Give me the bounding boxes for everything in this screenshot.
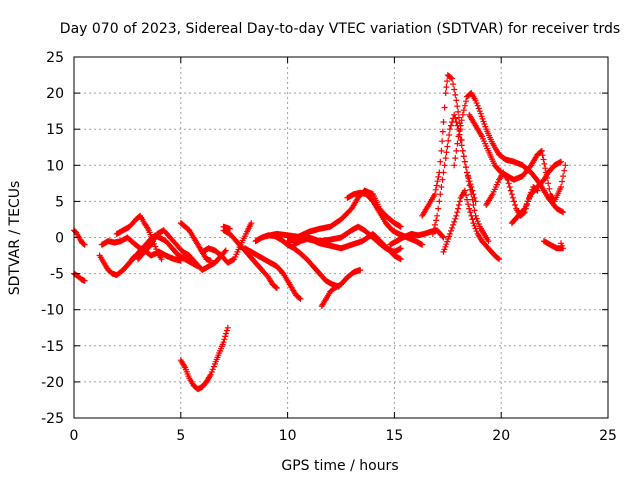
x-tick-label: 20 (492, 428, 510, 444)
y-tick-label: 20 (46, 86, 64, 102)
y-tick-label: 0 (55, 231, 64, 247)
x-tick-label: 10 (279, 428, 297, 444)
x-tick-label: 15 (385, 428, 403, 444)
y-tick-label: -10 (41, 303, 64, 319)
axes: 0 5 10 15 20 25 -25 -20 -15 -10 -5 0 5 10 15 20 25 (41, 50, 617, 444)
data-point-marks (318, 267, 364, 310)
y-axis-label: SDTVAR / TECUs (7, 181, 23, 296)
data-point-marks (241, 245, 304, 302)
data-point-marks (466, 111, 569, 205)
data-point-marks (291, 230, 404, 263)
series-track-27 (540, 238, 567, 252)
data-point-marks (220, 227, 280, 291)
series-track-12 (241, 245, 304, 302)
series-track-26 (508, 158, 564, 227)
y-tick-label: -5 (50, 267, 64, 283)
chart-title: Day 070 of 2023, Sidereal Day-to-day VTE… (60, 21, 620, 37)
series-track-11 (220, 227, 280, 291)
data-point-marks (126, 232, 201, 270)
y-tick-label: -15 (41, 339, 64, 355)
x-tick-label: 0 (70, 428, 79, 444)
series-track-21 (429, 111, 492, 245)
data-point-marks (135, 227, 229, 273)
series-track-22 (440, 187, 503, 263)
x-tick-label: 5 (176, 428, 185, 444)
y-tick-label: 25 (46, 50, 64, 66)
y-tick-label: -20 (41, 375, 64, 391)
series-track-07 (135, 227, 229, 273)
series-track-10 (199, 220, 255, 266)
data-point-marks (440, 187, 503, 263)
series-track-28 (220, 223, 233, 232)
data-point-marks (177, 324, 231, 393)
series-track-17 (318, 267, 364, 310)
series-track-06 (126, 232, 201, 270)
y-tick-label: 10 (46, 158, 64, 174)
x-axis-label: GPS time / hours (281, 458, 398, 474)
data-series (71, 72, 569, 393)
y-tick-label: -25 (41, 411, 64, 427)
series-track-16 (291, 230, 404, 263)
data-point-marks (199, 220, 255, 266)
series-track-09 (177, 324, 231, 393)
x-tick-label: 25 (599, 428, 617, 444)
series-track-24 (466, 111, 569, 205)
y-tick-label: 15 (46, 122, 64, 138)
y-tick-label: 5 (55, 194, 64, 210)
data-point-marks (540, 238, 567, 252)
data-point-marks (429, 111, 492, 245)
data-point-marks (508, 158, 564, 227)
data-point-marks (220, 223, 233, 232)
